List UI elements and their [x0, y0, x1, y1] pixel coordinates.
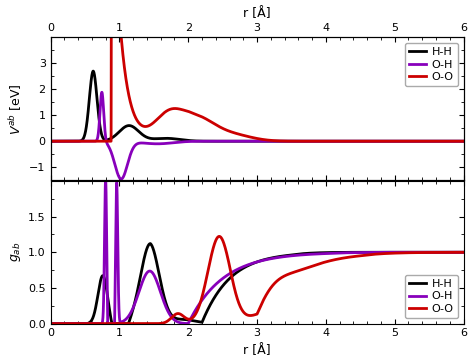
- O-O: [387, 251, 393, 256]
- O-O: [356, 139, 362, 143]
- O-O: [109, 34, 114, 38]
- O-H: [99, 90, 105, 94]
- O-H: [48, 139, 54, 143]
- Line: H-H: H-H: [51, 71, 464, 141]
- Line: O-H: O-H: [51, 92, 464, 179]
- Line: O-O: O-O: [51, 236, 464, 324]
- O-H: [295, 253, 301, 257]
- H-H: [48, 321, 54, 326]
- O-O: [461, 250, 466, 254]
- H-H: [356, 139, 362, 143]
- Legend: H-H, O-H, O-O: H-H, O-H, O-O: [405, 43, 458, 86]
- Y-axis label: $V^{ab}$ [eV]: $V^{ab}$ [eV]: [7, 83, 24, 135]
- O-H: [123, 168, 128, 173]
- O-H: [103, 177, 109, 182]
- O-O: [317, 262, 322, 266]
- O-O: [461, 139, 466, 143]
- O-O: [48, 321, 54, 326]
- O-O: [206, 118, 211, 123]
- Line: O-H: O-H: [51, 179, 464, 324]
- O-O: [123, 75, 128, 79]
- H-H: [123, 321, 128, 326]
- Legend: H-H, O-H, O-O: H-H, O-H, O-O: [405, 275, 458, 318]
- O-H: [387, 250, 393, 254]
- O-O: [206, 267, 211, 271]
- H-H: [147, 241, 153, 246]
- X-axis label: r [Å]: r [Å]: [243, 344, 271, 357]
- H-H: [123, 124, 128, 128]
- H-H: [317, 139, 322, 143]
- H-H: [356, 250, 362, 254]
- O-O: [387, 139, 393, 143]
- O-H: [206, 290, 211, 294]
- H-H: [295, 139, 301, 143]
- O-H: [317, 252, 322, 256]
- O-H: [461, 139, 466, 143]
- H-H: [91, 69, 96, 73]
- O-O: [48, 139, 54, 143]
- O-H: [118, 177, 124, 181]
- O-O: [317, 139, 322, 143]
- O-O: [356, 254, 362, 258]
- H-H: [317, 250, 322, 255]
- O-O: [295, 269, 301, 273]
- O-O: [295, 139, 301, 143]
- O-H: [296, 139, 301, 143]
- O-H: [356, 250, 362, 255]
- Line: H-H: H-H: [51, 244, 464, 324]
- H-H: [295, 252, 301, 256]
- H-H: [206, 306, 211, 310]
- H-H: [387, 250, 393, 254]
- H-H: [48, 139, 54, 143]
- O-H: [387, 139, 393, 143]
- O-H: [317, 139, 322, 143]
- O-O: [123, 321, 128, 326]
- O-H: [356, 139, 362, 143]
- H-H: [461, 250, 466, 254]
- O-H: [461, 250, 466, 254]
- Y-axis label: $g_{ab}$: $g_{ab}$: [9, 242, 23, 262]
- H-H: [206, 139, 211, 143]
- O-H: [123, 317, 128, 321]
- H-H: [461, 139, 466, 143]
- Line: O-O: O-O: [51, 36, 464, 141]
- O-O: [217, 234, 222, 238]
- O-H: [48, 321, 54, 326]
- H-H: [387, 139, 393, 143]
- O-H: [206, 139, 211, 143]
- X-axis label: r [Å]: r [Å]: [243, 7, 271, 20]
